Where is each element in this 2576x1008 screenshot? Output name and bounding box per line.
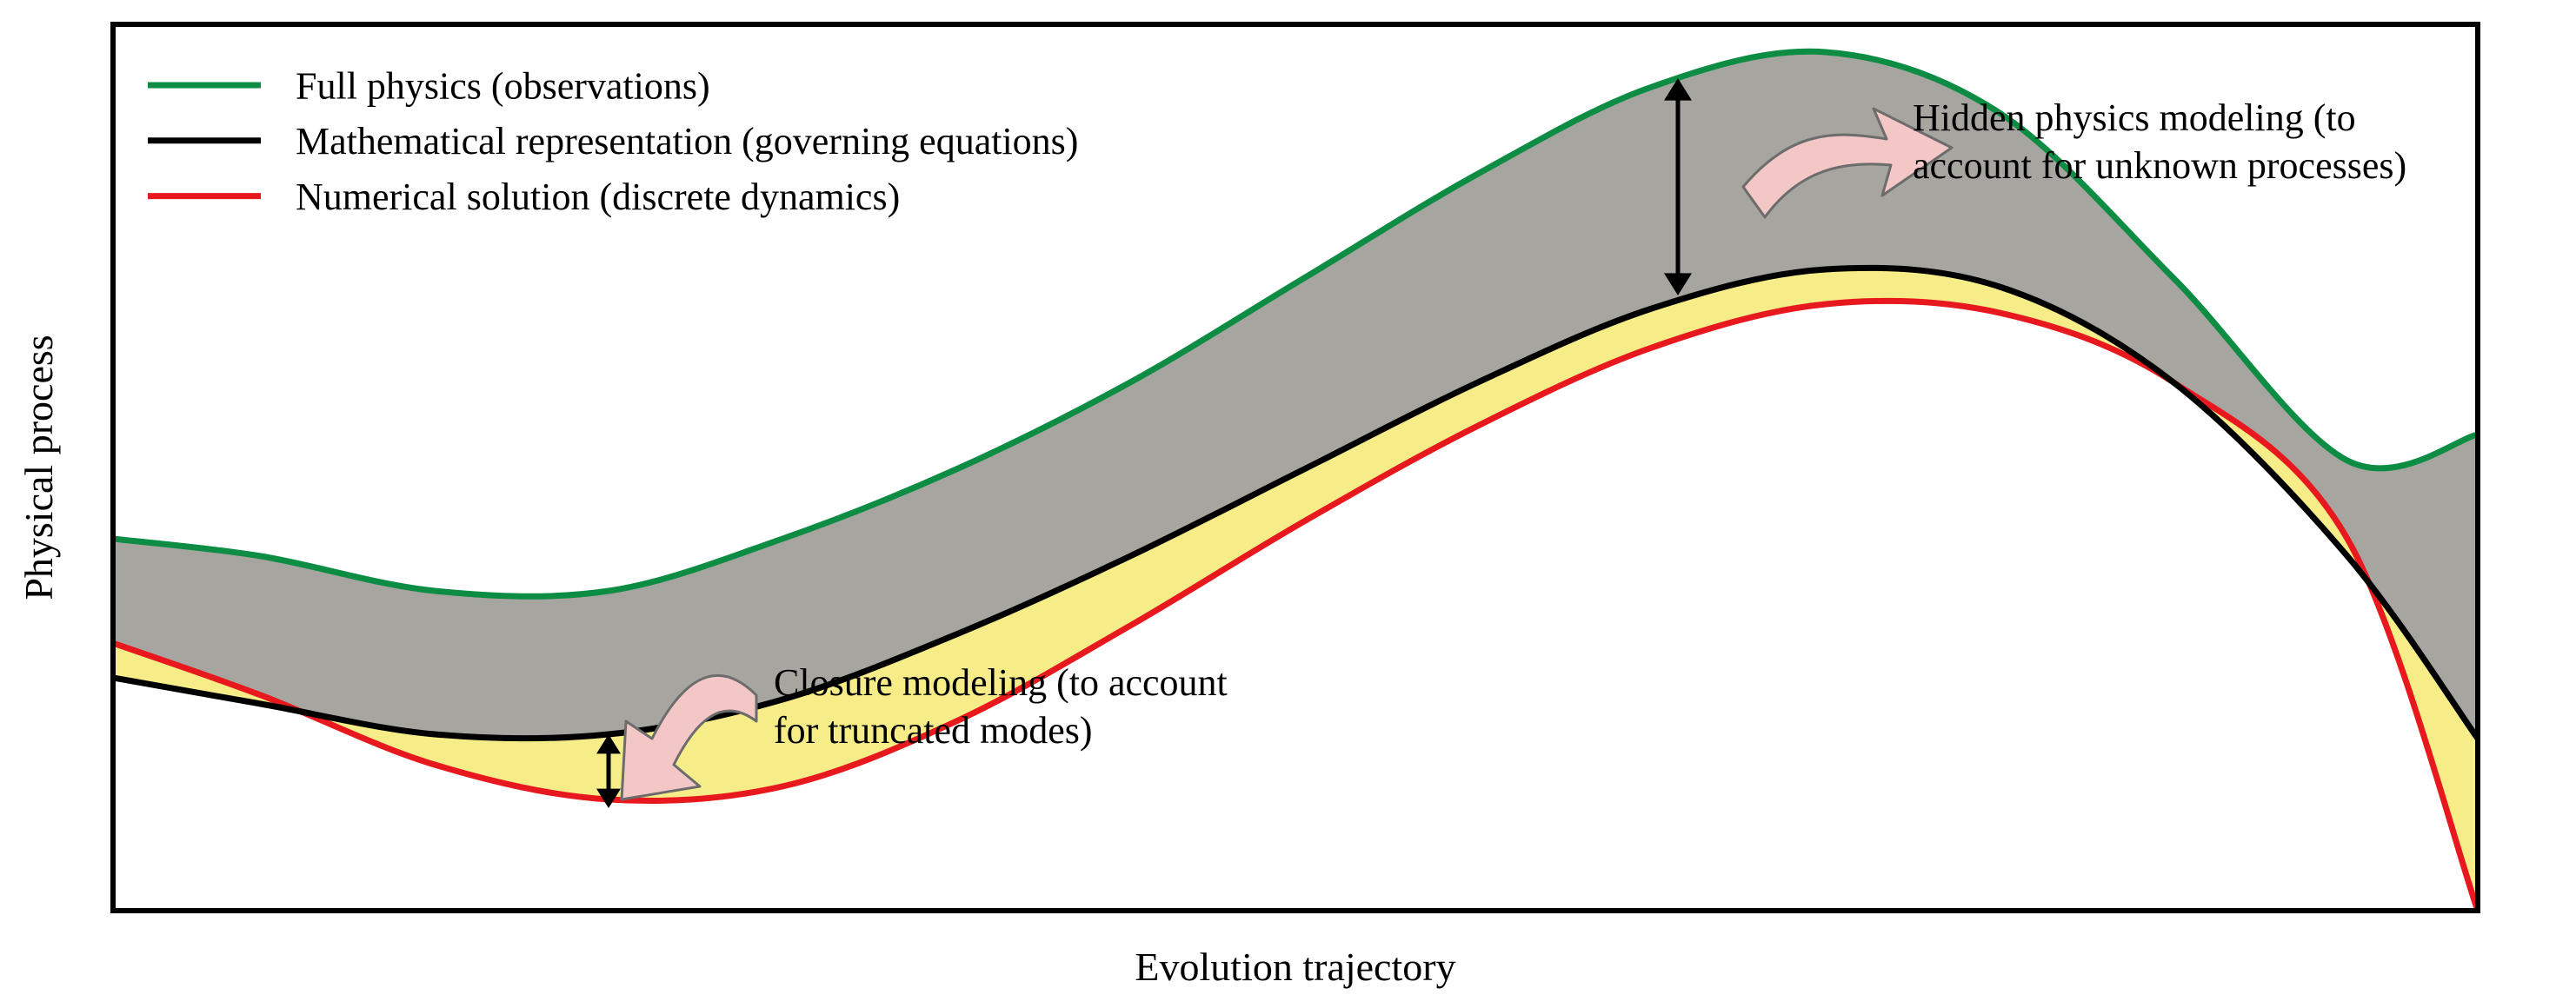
annotation-closure-label: Closure modeling (to account [774,661,1228,704]
legend-item-label: Mathematical representation (governing e… [296,120,1078,162]
figure-root: Hidden physics modeling (to account for u… [0,0,2576,1008]
legend-item-label: Full physics (observations) [296,64,710,107]
x-axis-label: Evolution trajectory [1135,945,1455,989]
annotation-closure-label-2: for truncated modes) [774,709,1093,752]
y-axis-label: Physical process [17,335,61,600]
legend-item-label: Numerical solution (discrete dynamics) [296,176,900,218]
annotation-hidden-physics-label: Hidden physics modeling (to [1913,96,2356,139]
annotation-hidden-physics-label-2: account for unknown processes) [1913,144,2406,187]
figure-svg: Hidden physics modeling (to account for u… [0,0,2576,1008]
